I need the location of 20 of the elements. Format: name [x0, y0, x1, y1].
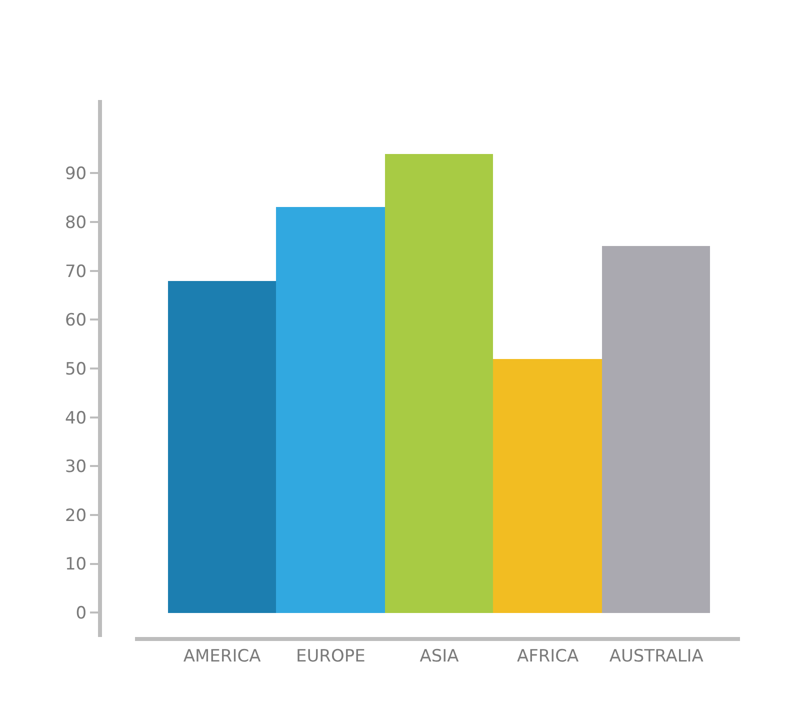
y-tick-label: 20 — [64, 506, 87, 526]
x-tick-label: AFRICA — [516, 646, 580, 666]
y-tick-label: 0 — [76, 604, 87, 624]
y-tick-label: 60 — [64, 310, 87, 331]
y-tick-label: 80 — [64, 213, 87, 233]
bar — [276, 207, 386, 613]
bar — [385, 154, 494, 613]
x-tick-label: AUSTRALIA — [609, 646, 704, 666]
y-tick-label: 50 — [64, 359, 87, 380]
bar — [602, 246, 710, 613]
bar — [168, 281, 276, 613]
bar — [493, 359, 602, 613]
x-tick-label: AMERICA — [183, 646, 262, 666]
y-tick-label: 10 — [64, 554, 87, 575]
y-tick-label: 90 — [64, 164, 87, 184]
y-tick-label: 30 — [64, 457, 87, 478]
y-tick-label: 70 — [64, 262, 87, 282]
x-tick-label: EUROPE — [296, 646, 366, 666]
y-tick-label: 40 — [64, 408, 87, 428]
x-tick-label: ASIA — [420, 646, 460, 666]
